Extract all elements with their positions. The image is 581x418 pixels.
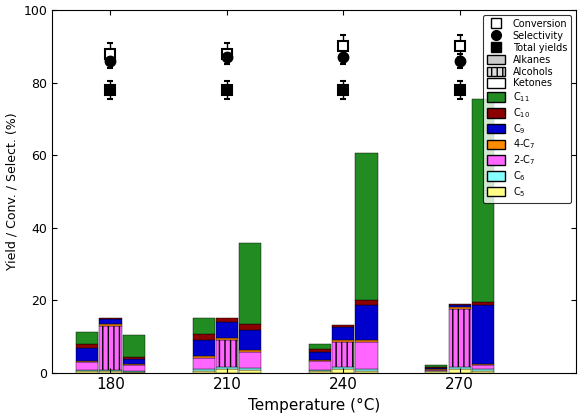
Bar [425, 370, 447, 371]
Bar [192, 371, 214, 372]
Bar [449, 304, 471, 306]
Bar [123, 365, 145, 371]
Bar [449, 306, 471, 307]
Bar [216, 338, 238, 340]
Bar [356, 342, 378, 369]
Bar [99, 370, 121, 372]
Bar [356, 306, 378, 340]
Bar [472, 369, 494, 371]
Bar [192, 369, 214, 371]
Bar [192, 358, 214, 369]
Bar [192, 356, 214, 358]
Bar [425, 367, 447, 368]
Bar [425, 365, 447, 367]
Bar [449, 309, 471, 367]
Bar [472, 99, 494, 302]
Bar [192, 334, 214, 340]
Bar [216, 322, 238, 338]
Bar [425, 369, 447, 370]
Bar [123, 357, 145, 359]
Bar [216, 318, 238, 322]
Bar [76, 348, 98, 361]
Bar [356, 300, 378, 306]
Bar [356, 340, 378, 342]
Bar [332, 342, 354, 367]
Bar [239, 330, 261, 350]
Bar [123, 359, 145, 364]
Bar [99, 324, 121, 326]
Bar [192, 340, 214, 356]
Bar [192, 318, 214, 334]
Bar [332, 369, 354, 372]
Bar [239, 243, 261, 324]
Bar [99, 319, 121, 324]
Bar [309, 344, 331, 349]
Bar [76, 362, 98, 370]
Bar [449, 307, 471, 309]
Bar [123, 364, 145, 365]
Bar [76, 331, 98, 344]
Bar [332, 340, 354, 342]
Y-axis label: Yield / Conv. / Select. (%): Yield / Conv. / Select. (%) [5, 112, 18, 270]
Bar [309, 352, 331, 359]
Bar [425, 371, 447, 372]
Bar [76, 344, 98, 348]
Bar [449, 367, 471, 369]
Bar [449, 369, 471, 372]
Bar [472, 371, 494, 372]
Bar [216, 340, 238, 367]
Bar [309, 359, 331, 361]
Bar [356, 153, 378, 300]
Bar [239, 352, 261, 368]
Bar [123, 371, 145, 372]
Bar [356, 371, 378, 372]
Bar [216, 367, 238, 369]
Bar [239, 370, 261, 372]
Bar [76, 370, 98, 372]
Bar [332, 367, 354, 369]
Bar [309, 370, 331, 372]
Bar [239, 350, 261, 352]
Bar [99, 318, 121, 319]
Legend: Conversion, Selectivity, Total yields, Alkanes, Alcohols, Ketones, C$_{11}$, C$_: Conversion, Selectivity, Total yields, A… [483, 15, 571, 203]
Bar [332, 326, 354, 327]
Bar [76, 361, 98, 362]
Bar [356, 369, 378, 371]
Bar [425, 368, 447, 369]
Bar [309, 361, 331, 370]
Bar [332, 327, 354, 340]
X-axis label: Temperature (°C): Temperature (°C) [248, 398, 381, 413]
Bar [216, 369, 238, 372]
Bar [472, 306, 494, 364]
Bar [472, 302, 494, 306]
Bar [99, 326, 121, 370]
Bar [309, 349, 331, 352]
Bar [472, 364, 494, 365]
Bar [472, 365, 494, 369]
Bar [239, 368, 261, 370]
Bar [239, 324, 261, 330]
Bar [123, 335, 145, 357]
